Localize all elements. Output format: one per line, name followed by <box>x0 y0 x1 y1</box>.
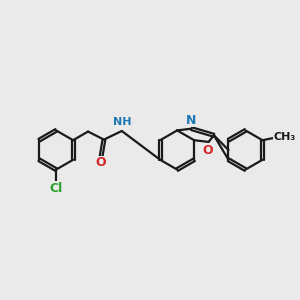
Text: O: O <box>96 156 106 169</box>
Text: N: N <box>186 113 196 127</box>
Text: Cl: Cl <box>50 182 63 195</box>
Text: O: O <box>203 144 213 157</box>
Text: NH: NH <box>112 117 131 127</box>
Text: CH₃: CH₃ <box>274 132 296 142</box>
